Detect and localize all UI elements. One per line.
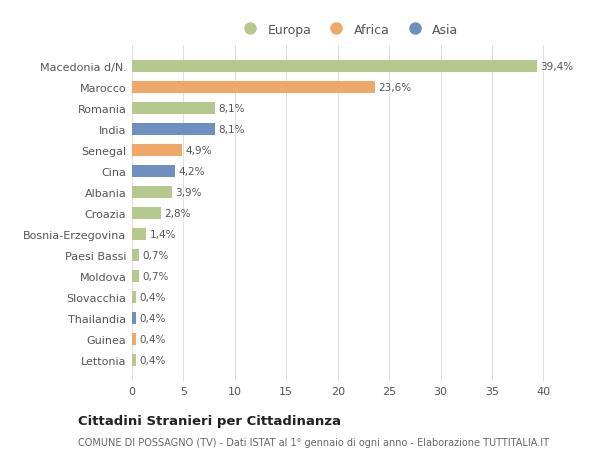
Text: 2,8%: 2,8% xyxy=(164,208,190,218)
Text: Cittadini Stranieri per Cittadinanza: Cittadini Stranieri per Cittadinanza xyxy=(78,414,341,428)
Text: 4,2%: 4,2% xyxy=(178,167,205,177)
Bar xyxy=(132,229,146,240)
Text: 0,4%: 0,4% xyxy=(139,334,166,344)
Text: 39,4%: 39,4% xyxy=(541,62,574,72)
Bar xyxy=(132,250,139,261)
Text: 0,4%: 0,4% xyxy=(139,355,166,365)
Bar xyxy=(132,82,375,94)
Legend: Europa, Africa, Asia: Europa, Africa, Asia xyxy=(233,19,464,42)
Bar xyxy=(132,291,136,303)
Bar xyxy=(132,145,182,157)
Bar xyxy=(132,333,136,345)
Bar xyxy=(132,124,215,135)
Bar xyxy=(132,187,172,198)
Text: 0,4%: 0,4% xyxy=(139,292,166,302)
Text: 8,1%: 8,1% xyxy=(218,104,245,114)
Text: 1,4%: 1,4% xyxy=(149,230,176,239)
Bar xyxy=(132,354,136,366)
Text: 3,9%: 3,9% xyxy=(175,188,202,197)
Text: 0,4%: 0,4% xyxy=(139,313,166,323)
Text: 8,1%: 8,1% xyxy=(218,125,245,134)
Text: 0,7%: 0,7% xyxy=(142,250,169,260)
Bar xyxy=(132,313,136,324)
Bar xyxy=(132,166,175,177)
Text: 0,7%: 0,7% xyxy=(142,271,169,281)
Bar xyxy=(132,61,537,73)
Text: 23,6%: 23,6% xyxy=(378,83,411,93)
Text: COMUNE DI POSSAGNO (TV) - Dati ISTAT al 1° gennaio di ogni anno - Elaborazione T: COMUNE DI POSSAGNO (TV) - Dati ISTAT al … xyxy=(78,437,549,447)
Bar xyxy=(132,270,139,282)
Text: 4,9%: 4,9% xyxy=(185,146,212,156)
Bar xyxy=(132,207,161,219)
Bar xyxy=(132,103,215,114)
